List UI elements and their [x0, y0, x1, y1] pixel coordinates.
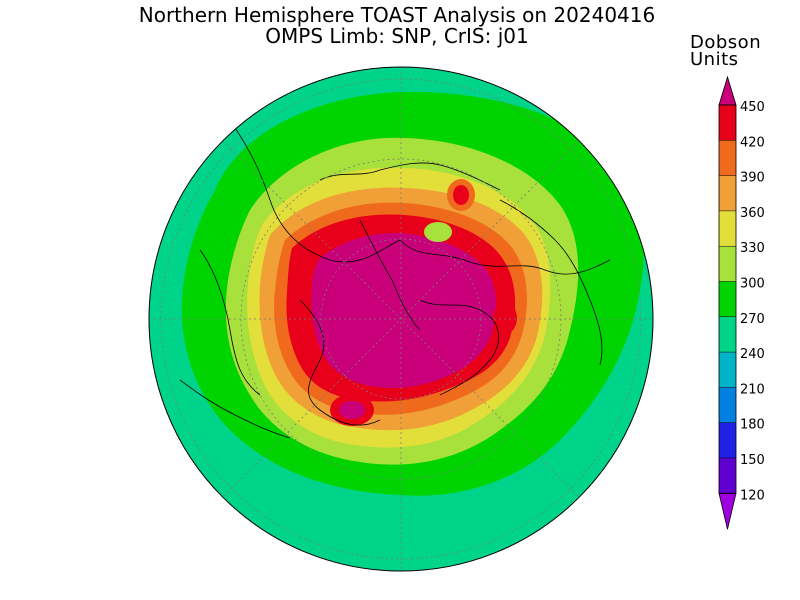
colorbar-tick-label: 360	[740, 206, 765, 221]
colorbar-tick-label: 150	[740, 453, 765, 468]
map-title: Northern Hemisphere TOAST Analysis on 20…	[138, 3, 656, 27]
colorbar-segment	[719, 175, 736, 211]
ozone-field	[149, 67, 653, 571]
colorbar-segment	[719, 281, 736, 317]
colorbar-segment	[719, 316, 736, 353]
blob-green-north	[424, 222, 452, 242]
colorbar-tick-label: 450	[740, 100, 765, 115]
colorbar-segment	[719, 246, 736, 282]
band-450	[311, 233, 497, 388]
colorbar-segment	[719, 105, 736, 141]
map-border	[148, 66, 654, 572]
colorbar-segment	[719, 387, 736, 423]
colorbar-units-label: Dobson Units	[690, 32, 762, 70]
colorbar-tick-label: 240	[740, 347, 765, 362]
colorbar-tick-label: 270	[740, 312, 765, 327]
colorbar-segment	[719, 140, 736, 176]
blob-magenta-south	[339, 401, 365, 419]
colorbar-tick-label: 210	[740, 382, 765, 397]
map-subtitle: OMPS Limb: SNP, CrIS: j01	[265, 24, 529, 48]
colorbar-segment	[719, 352, 736, 388]
units-line-1: Dobson	[690, 32, 762, 53]
colorbar-segment	[719, 422, 736, 458]
colorbar-tick-label: 180	[740, 418, 765, 433]
colorbar-segment	[719, 458, 736, 494]
blob-red-east	[493, 302, 517, 334]
colorbar: 450 420 390 360 330 300 270 240 210 180 150 120	[718, 75, 765, 530]
coastlines	[179, 119, 611, 439]
colorbar-top-arrow	[718, 75, 737, 106]
blob-red	[453, 185, 469, 205]
colorbar-segment	[719, 210, 736, 247]
colorbar-tick-label: 330	[740, 241, 765, 256]
colorbar-tick-label: 390	[740, 171, 765, 186]
colorbar-tick-label: 300	[740, 277, 765, 292]
colorbar-tick-label: 120	[740, 488, 765, 503]
graticule	[149, 67, 653, 571]
colorbar-tick-label: 420	[740, 135, 765, 150]
units-line-2: Units	[690, 49, 739, 70]
colorbar-bottom-arrow	[718, 492, 737, 530]
